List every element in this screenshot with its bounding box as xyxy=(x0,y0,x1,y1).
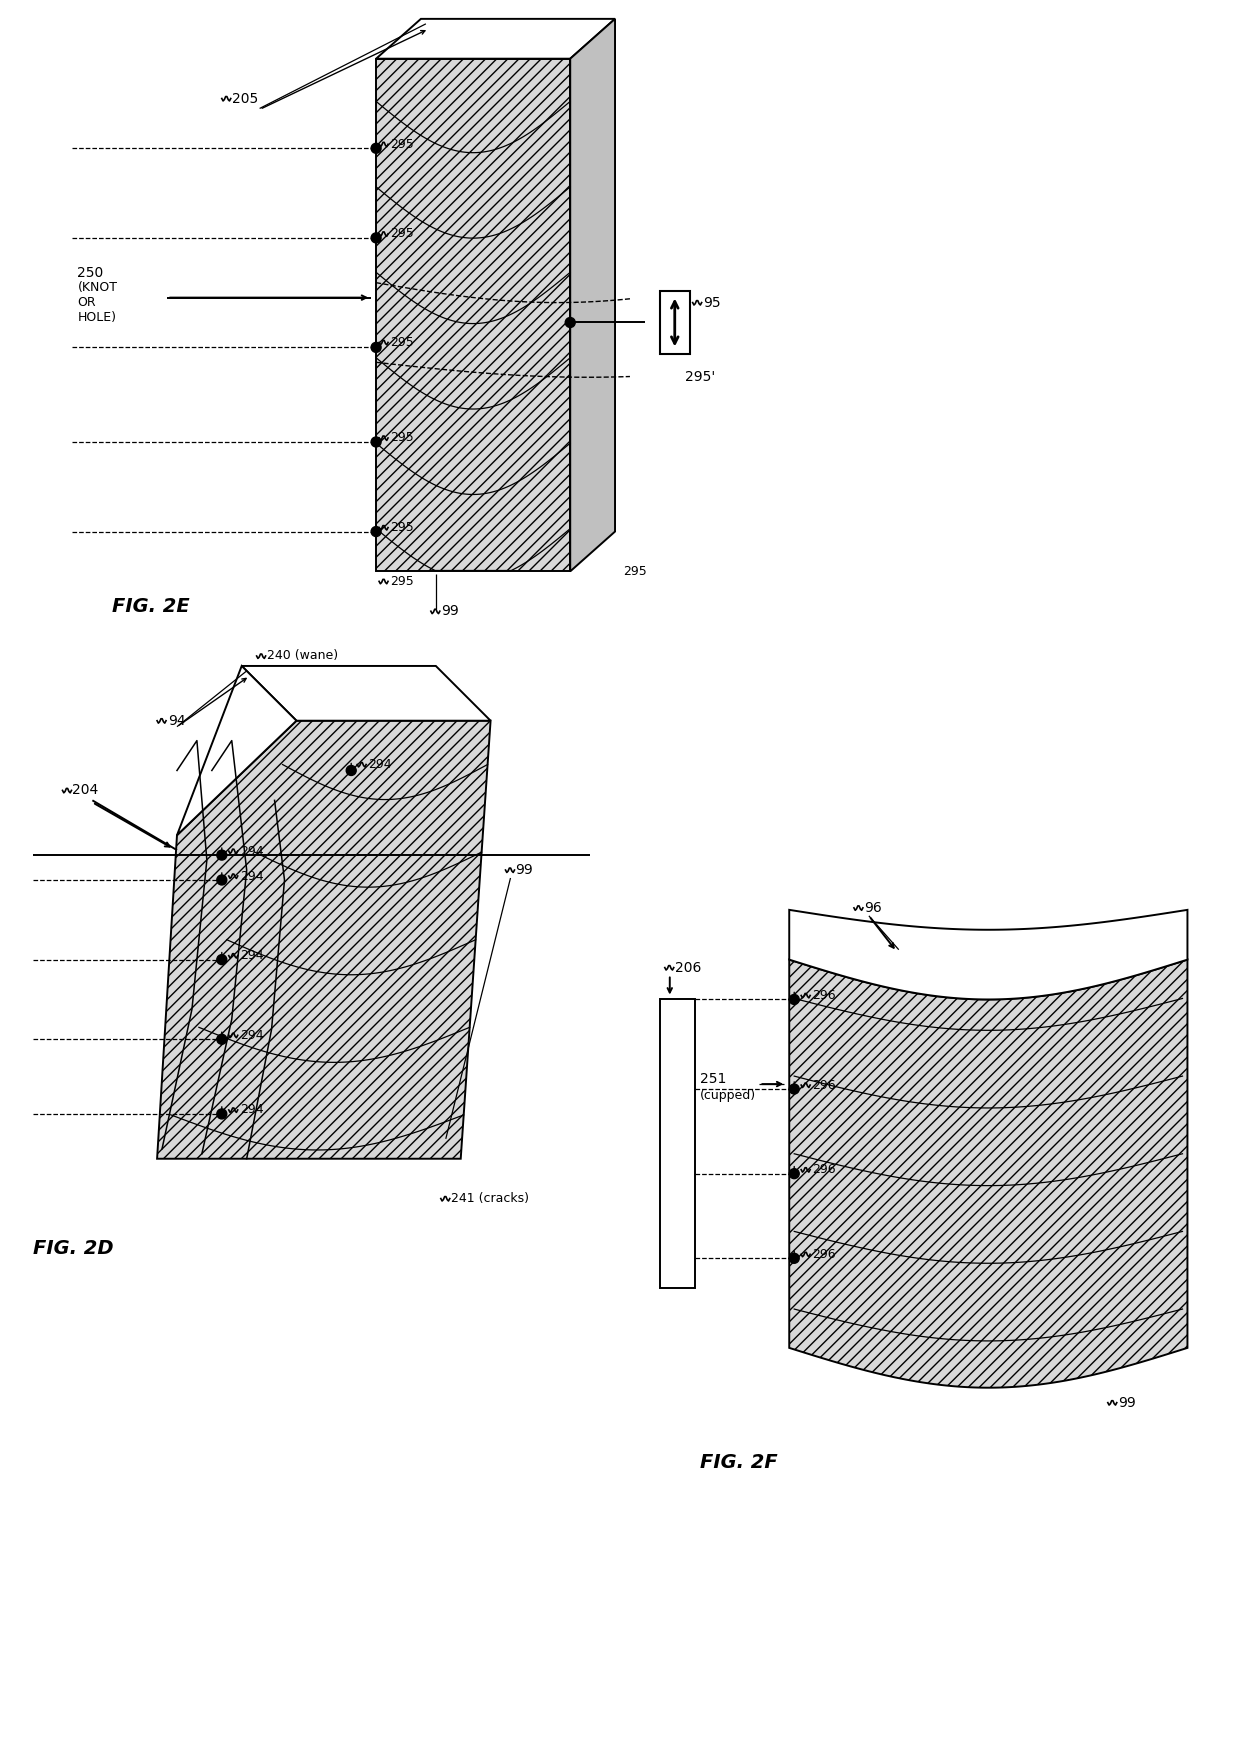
Text: 295: 295 xyxy=(391,576,414,588)
Circle shape xyxy=(565,318,575,328)
Polygon shape xyxy=(570,19,615,572)
Polygon shape xyxy=(789,960,1188,1388)
Polygon shape xyxy=(789,909,1188,999)
Text: 295: 295 xyxy=(391,521,414,534)
Circle shape xyxy=(217,876,227,885)
Polygon shape xyxy=(660,999,694,1288)
Circle shape xyxy=(217,1034,227,1044)
Text: 206: 206 xyxy=(675,960,701,974)
Text: 205: 205 xyxy=(232,91,258,105)
Text: 95: 95 xyxy=(703,295,720,309)
Text: 204: 204 xyxy=(72,783,99,797)
Circle shape xyxy=(371,342,381,353)
Text: (cupped): (cupped) xyxy=(699,1088,755,1102)
Text: 294: 294 xyxy=(239,1028,263,1042)
Text: 296: 296 xyxy=(812,1164,836,1176)
Text: 296: 296 xyxy=(812,990,836,1002)
Circle shape xyxy=(371,144,381,153)
Text: 296: 296 xyxy=(812,1079,836,1092)
Circle shape xyxy=(371,526,381,537)
Text: 240 (wane): 240 (wane) xyxy=(267,649,337,662)
Text: 294: 294 xyxy=(239,949,263,962)
Polygon shape xyxy=(242,665,491,721)
Text: HOLE): HOLE) xyxy=(77,311,117,325)
Text: 295: 295 xyxy=(622,565,647,577)
Polygon shape xyxy=(376,58,570,572)
Circle shape xyxy=(217,849,227,860)
Text: 295': 295' xyxy=(684,370,715,384)
Text: 94: 94 xyxy=(169,714,186,728)
Text: 295: 295 xyxy=(391,432,414,444)
Circle shape xyxy=(346,765,356,776)
Text: 251: 251 xyxy=(699,1072,725,1086)
Text: 295: 295 xyxy=(391,335,414,349)
Text: FIG. 2E: FIG. 2E xyxy=(113,597,190,616)
Polygon shape xyxy=(177,665,296,835)
Circle shape xyxy=(789,1085,800,1093)
Text: 99: 99 xyxy=(440,604,459,618)
Circle shape xyxy=(371,437,381,448)
Text: 96: 96 xyxy=(864,900,882,914)
Polygon shape xyxy=(376,19,615,58)
Text: 241 (cracks): 241 (cracks) xyxy=(451,1192,528,1206)
Circle shape xyxy=(789,1169,800,1179)
Text: 294: 294 xyxy=(239,869,263,883)
Text: 294: 294 xyxy=(239,1104,263,1116)
Text: OR: OR xyxy=(77,297,95,309)
Text: FIG. 2D: FIG. 2D xyxy=(32,1239,113,1258)
Circle shape xyxy=(217,1109,227,1120)
Text: 294: 294 xyxy=(368,758,392,770)
Circle shape xyxy=(789,1253,800,1264)
Text: 99: 99 xyxy=(1117,1395,1136,1409)
Text: 296: 296 xyxy=(812,1248,836,1260)
Text: 250: 250 xyxy=(77,265,104,279)
Text: (KNOT: (KNOT xyxy=(77,281,118,295)
Circle shape xyxy=(789,995,800,1004)
Text: 294: 294 xyxy=(239,844,263,858)
Text: 295: 295 xyxy=(391,139,414,151)
Text: 99: 99 xyxy=(516,863,533,878)
Text: 295: 295 xyxy=(391,228,414,240)
Circle shape xyxy=(371,233,381,242)
Circle shape xyxy=(217,955,227,965)
Polygon shape xyxy=(157,721,491,1158)
Polygon shape xyxy=(660,291,689,355)
Text: FIG. 2F: FIG. 2F xyxy=(699,1453,777,1472)
